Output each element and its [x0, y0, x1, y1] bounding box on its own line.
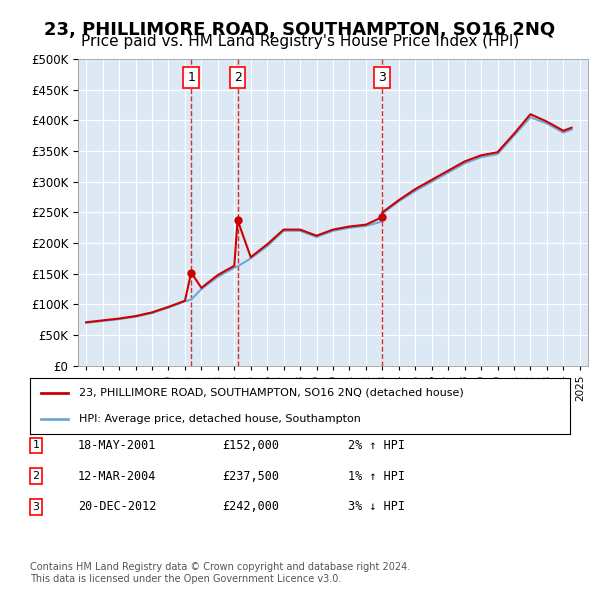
Text: Contains HM Land Registry data © Crown copyright and database right 2024.
This d: Contains HM Land Registry data © Crown c… — [30, 562, 410, 584]
Text: 18-MAY-2001: 18-MAY-2001 — [78, 439, 157, 452]
Text: Price paid vs. HM Land Registry's House Price Index (HPI): Price paid vs. HM Land Registry's House … — [81, 34, 519, 49]
Text: 1% ↑ HPI: 1% ↑ HPI — [348, 470, 405, 483]
Text: £152,000: £152,000 — [222, 439, 279, 452]
Text: 23, PHILLIMORE ROAD, SOUTHAMPTON, SO16 2NQ: 23, PHILLIMORE ROAD, SOUTHAMPTON, SO16 2… — [44, 21, 556, 39]
Text: 12-MAR-2004: 12-MAR-2004 — [78, 470, 157, 483]
Text: 1: 1 — [32, 441, 40, 450]
Text: 20-DEC-2012: 20-DEC-2012 — [78, 500, 157, 513]
Text: 2: 2 — [32, 471, 40, 481]
Text: 3: 3 — [32, 502, 40, 512]
Text: £237,500: £237,500 — [222, 470, 279, 483]
Text: 2: 2 — [233, 71, 242, 84]
Text: 1: 1 — [187, 71, 195, 84]
Text: 2% ↑ HPI: 2% ↑ HPI — [348, 439, 405, 452]
Text: 3% ↓ HPI: 3% ↓ HPI — [348, 500, 405, 513]
Text: 23, PHILLIMORE ROAD, SOUTHAMPTON, SO16 2NQ (detached house): 23, PHILLIMORE ROAD, SOUTHAMPTON, SO16 2… — [79, 388, 463, 398]
Text: 3: 3 — [378, 71, 386, 84]
Text: HPI: Average price, detached house, Southampton: HPI: Average price, detached house, Sout… — [79, 414, 361, 424]
Text: £242,000: £242,000 — [222, 500, 279, 513]
